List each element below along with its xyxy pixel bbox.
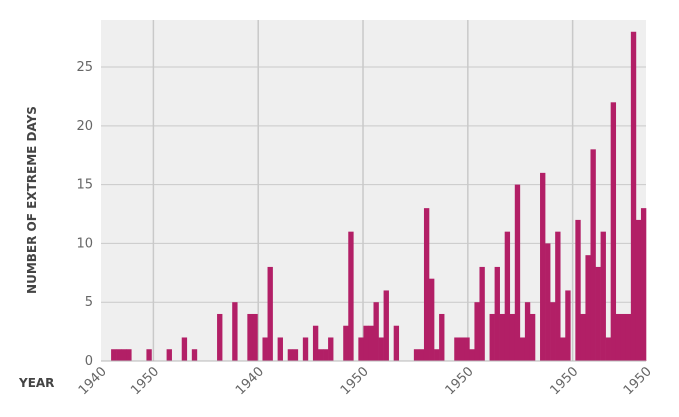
bar [181, 337, 188, 361]
bar [529, 313, 536, 361]
bar [413, 349, 420, 361]
bar [514, 184, 521, 361]
bar [343, 325, 349, 361]
bar [600, 231, 606, 361]
bar [504, 231, 511, 361]
bar [126, 349, 132, 361]
bar [509, 313, 516, 361]
bar [439, 313, 445, 361]
y-tick-label: 5 [85, 295, 93, 310]
bar [454, 337, 460, 361]
bar [363, 325, 369, 361]
bar [111, 349, 117, 361]
bar [499, 313, 506, 361]
y-tick-label: 15 [76, 178, 93, 193]
bar [540, 172, 546, 361]
bar [277, 337, 283, 361]
bar [519, 337, 526, 361]
bar [550, 302, 556, 361]
bar [464, 337, 470, 361]
bar [287, 349, 294, 361]
bar [615, 313, 622, 361]
bar [383, 290, 389, 361]
bar [469, 349, 475, 361]
bar [393, 325, 400, 361]
bar [565, 290, 571, 361]
bar [575, 219, 581, 361]
bar [605, 337, 611, 361]
bar [489, 313, 495, 361]
bar [378, 337, 384, 361]
bar [585, 255, 591, 361]
bar [625, 313, 632, 361]
bar [524, 302, 531, 361]
x-tick-label: 1940 [76, 364, 110, 398]
bar [620, 313, 627, 361]
bar [252, 313, 258, 361]
bar [328, 337, 334, 361]
x-tick-label: 1950 [547, 364, 581, 398]
bar [166, 349, 172, 361]
x-tick-label: 1950 [443, 364, 477, 398]
bar [348, 231, 354, 361]
bar-series [111, 31, 647, 361]
bar [630, 31, 637, 361]
x-tick-label: 1940 [233, 364, 267, 398]
bar [292, 349, 299, 361]
bar [116, 349, 122, 361]
bar [545, 243, 551, 361]
bar [418, 349, 425, 361]
bar [368, 325, 374, 361]
bar [323, 349, 329, 361]
bar [434, 349, 440, 361]
bar [423, 208, 430, 361]
bar [580, 313, 586, 361]
bar [232, 302, 238, 361]
x-tick-label: 1950 [128, 364, 162, 398]
y-tick-labels: 0 5 10 15 20 25 [76, 60, 93, 369]
bar [555, 231, 561, 361]
bar [635, 219, 642, 361]
x-tick-labels: 1940 1950 1940 1950 1950 1950 1950 [76, 364, 655, 398]
bar [146, 349, 152, 361]
x-tick-label: 1950 [338, 364, 372, 398]
bar [560, 337, 566, 361]
y-tick-label: 10 [76, 236, 93, 251]
bar [590, 149, 596, 361]
bar [267, 266, 273, 361]
bar [595, 266, 601, 361]
bar [302, 337, 309, 361]
bar [247, 313, 253, 361]
y-tick-label: 25 [76, 60, 93, 75]
y-tick-label: 20 [76, 119, 93, 134]
bar [358, 337, 364, 361]
bar [191, 349, 198, 361]
x-tick-label: 1950 [621, 364, 655, 398]
bar [317, 349, 324, 361]
y-axis-title: NUMBER OF EXTREME DAYS [25, 106, 39, 294]
bar [217, 313, 223, 361]
bar [494, 266, 500, 361]
grid-lines [101, 20, 646, 361]
x-axis-title: YEAR [18, 376, 54, 390]
bar [312, 325, 319, 361]
bar [474, 302, 480, 361]
bar [121, 349, 127, 361]
bar [459, 337, 465, 361]
bar [479, 266, 485, 361]
bar [262, 337, 268, 361]
bar [610, 102, 617, 361]
bar [373, 302, 379, 361]
bar [429, 278, 435, 361]
y-tick-label: 0 [85, 354, 93, 369]
bar [640, 208, 647, 361]
